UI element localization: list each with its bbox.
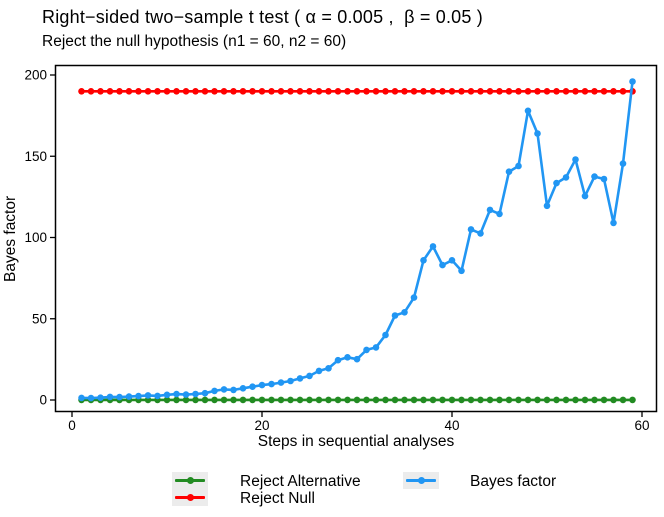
legend-key-reject-alternative-icon bbox=[172, 472, 208, 489]
legend-label-reject-alternative: Reject Alternative bbox=[240, 473, 361, 490]
x-tick-label: 20 bbox=[254, 418, 269, 433]
y-tick-label: 150 bbox=[24, 149, 47, 164]
chart-subtitle: Reject the null hypothesis (n1 = 60, n2 … bbox=[42, 33, 347, 50]
series-reject-alternative bbox=[78, 396, 636, 404]
y-tick-label: 100 bbox=[24, 230, 47, 245]
point-glyph bbox=[417, 477, 425, 484]
x-tick-label: 0 bbox=[68, 418, 76, 433]
y-tick-label: 0 bbox=[39, 393, 47, 408]
x-tick-label: 40 bbox=[444, 418, 459, 433]
legend-label-reject-null: Reject Null bbox=[240, 490, 315, 507]
x-axis-ticks: 0 20 40 60 bbox=[68, 412, 650, 433]
panel-border bbox=[54, 64, 658, 413]
legend-key-reject-null-icon bbox=[172, 489, 208, 506]
x-axis-label: Steps in sequential analyses bbox=[257, 433, 455, 450]
series-reject-null bbox=[78, 88, 636, 95]
y-tick-label: 50 bbox=[32, 311, 47, 326]
y-tick-label: 200 bbox=[24, 68, 47, 83]
y-axis-ticks: 0 50 100 150 200 bbox=[24, 68, 55, 408]
chart-title: Right−sided two−sample t test ( α = 0.00… bbox=[42, 7, 483, 27]
series-bayes-factor bbox=[78, 78, 636, 402]
legend-key-bayes-factor-icon bbox=[403, 472, 439, 489]
point-glyph bbox=[186, 494, 194, 501]
x-tick-label: 60 bbox=[634, 418, 649, 433]
point-glyph bbox=[186, 477, 194, 484]
legend-label-bayes-factor: Bayes factor bbox=[470, 473, 557, 490]
